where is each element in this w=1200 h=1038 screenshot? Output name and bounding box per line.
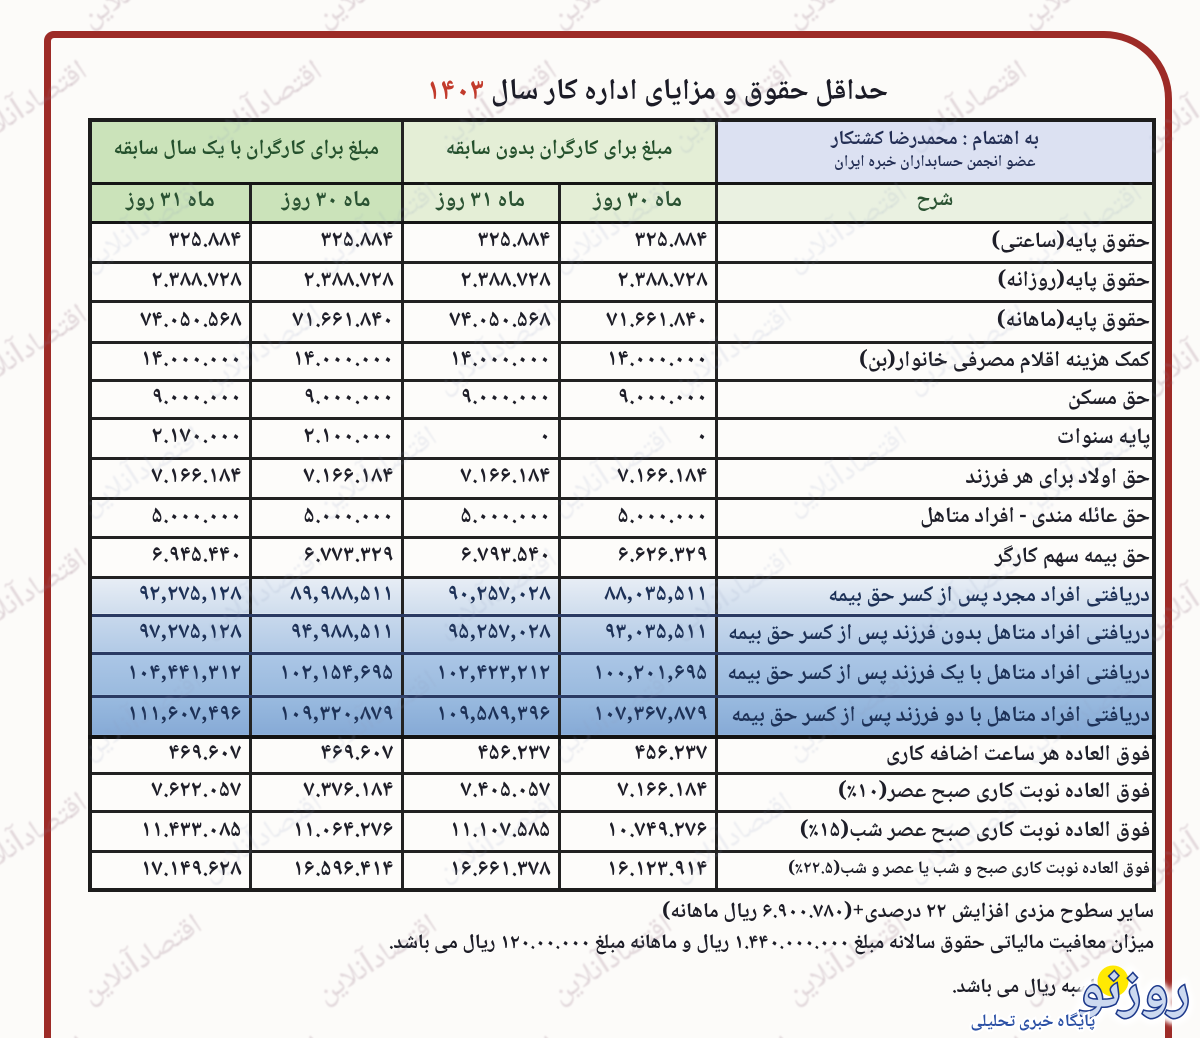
svg-text:پایگاه خبری تحلیلی: پایگاه خبری تحلیلی (971, 1008, 1095, 1038)
svg-text:روزنو: روزنو (1077, 947, 1190, 1038)
svg-text:روزنو: روزنو (1074, 947, 1193, 1038)
